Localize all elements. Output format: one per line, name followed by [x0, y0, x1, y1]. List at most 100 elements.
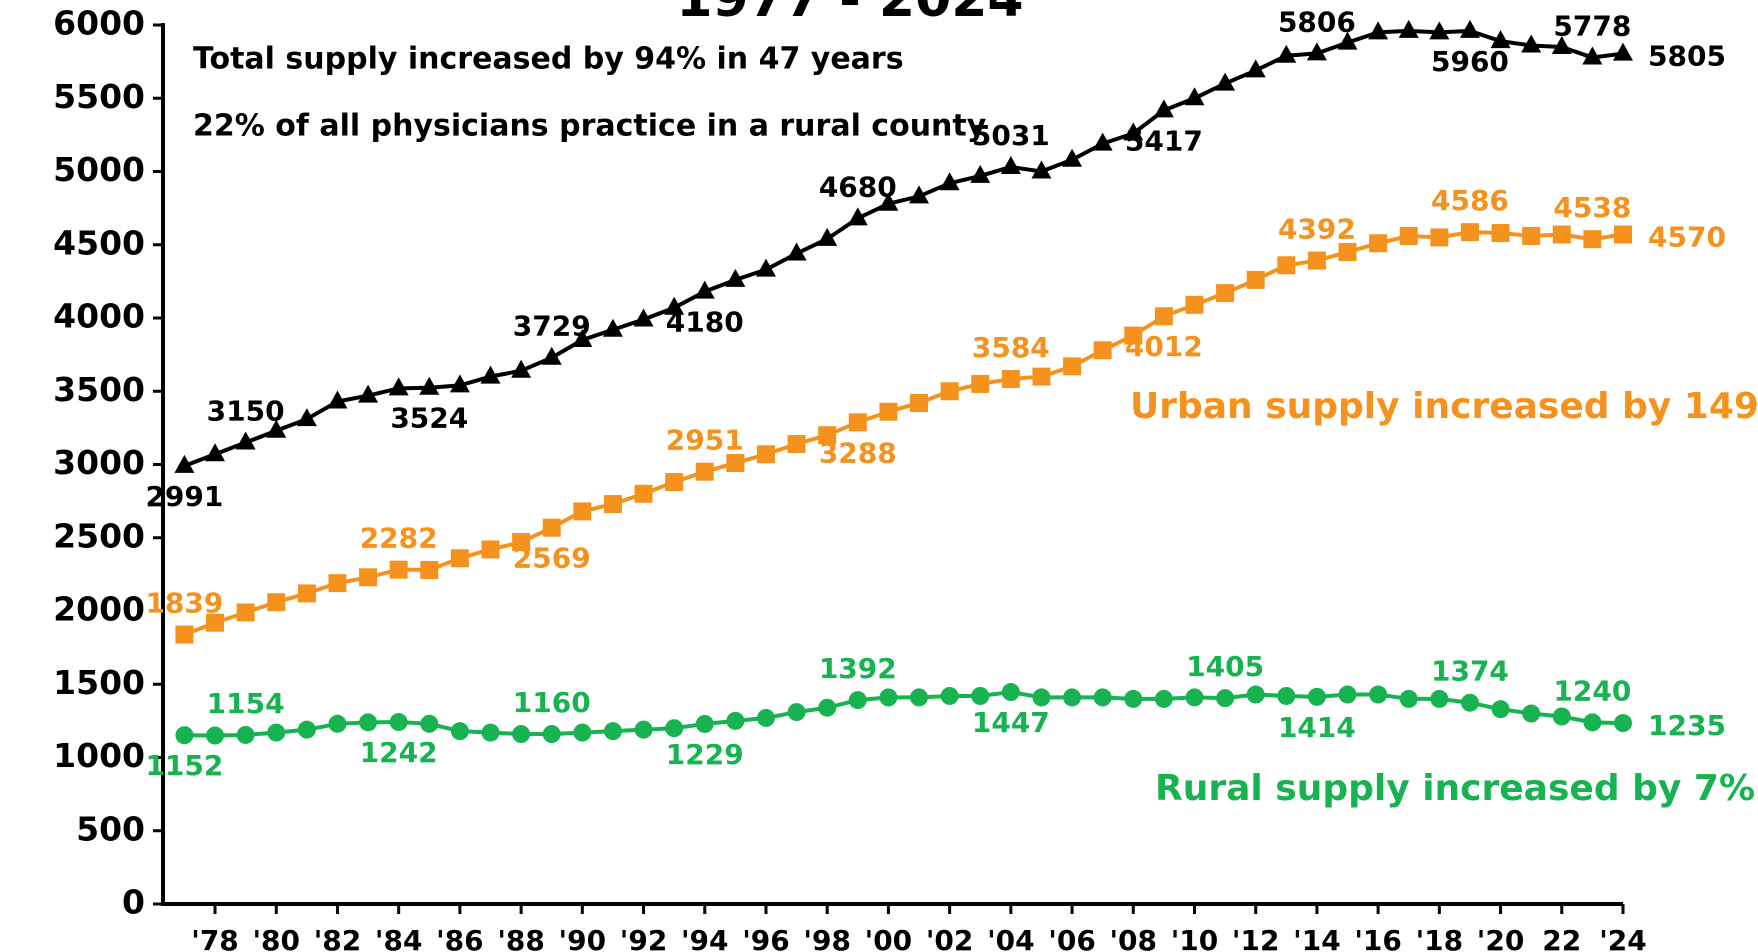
x-tick-label: '20 — [1477, 924, 1525, 952]
x-tick-label: 22 — [1542, 924, 1581, 952]
marker — [879, 688, 898, 707]
marker — [1522, 704, 1541, 723]
x-tick-label: '82 — [314, 924, 362, 952]
marker — [388, 377, 409, 396]
marker — [755, 258, 776, 277]
marker — [603, 495, 622, 514]
marker — [297, 720, 316, 739]
marker — [266, 419, 287, 438]
marker — [786, 242, 807, 261]
marker — [726, 711, 745, 730]
marker — [1460, 693, 1479, 712]
marker — [1307, 251, 1326, 270]
y-tick-label: 1000 — [53, 736, 145, 775]
data-label: 2991 — [145, 480, 223, 513]
y-tick-label: 3000 — [53, 443, 145, 482]
x-tick-label: '88 — [497, 924, 545, 952]
marker — [297, 584, 316, 603]
marker — [327, 390, 348, 409]
marker — [1491, 700, 1510, 719]
data-label: 3288 — [819, 436, 897, 469]
marker — [1551, 35, 1572, 54]
annotation: Total supply increased by 94% in 47 year… — [193, 42, 904, 77]
marker — [236, 603, 255, 622]
marker — [1491, 224, 1510, 243]
data-label: 5031 — [972, 119, 1050, 152]
marker — [1399, 226, 1418, 245]
data-label: 3584 — [972, 331, 1050, 364]
marker — [1277, 256, 1296, 275]
marker — [665, 719, 684, 738]
marker — [1430, 228, 1449, 247]
marker — [236, 725, 255, 744]
x-tick-label: '96 — [742, 924, 790, 952]
data-label: 1374 — [1431, 655, 1509, 688]
marker — [1032, 367, 1051, 386]
x-tick-label: '90 — [559, 924, 607, 952]
marker — [1185, 688, 1204, 707]
marker — [939, 172, 960, 191]
marker — [1429, 21, 1450, 40]
marker — [1093, 341, 1112, 360]
x-tick-label: '98 — [803, 924, 851, 952]
marker — [511, 359, 532, 378]
data-label: 4586 — [1431, 184, 1509, 217]
marker — [267, 593, 286, 612]
marker — [1246, 685, 1265, 704]
marker — [787, 703, 806, 722]
marker — [633, 308, 654, 327]
data-label: 5960 — [1431, 45, 1509, 78]
data-label: 1235 — [1648, 709, 1726, 742]
data-label: 1414 — [1278, 711, 1356, 744]
x-tick-label: '14 — [1293, 924, 1341, 952]
marker — [328, 574, 347, 593]
marker — [1124, 689, 1143, 708]
x-tick-label: '08 — [1109, 924, 1157, 952]
marker — [235, 431, 256, 450]
marker — [1093, 688, 1112, 707]
marker — [756, 445, 775, 464]
x-tick-label: '00 — [865, 924, 913, 952]
annotation: Urban supply increased by 149% — [1130, 386, 1758, 427]
marker — [1215, 72, 1236, 91]
marker — [1307, 687, 1326, 706]
marker — [512, 725, 531, 744]
marker — [481, 723, 500, 742]
y-tick-label: 4500 — [53, 223, 145, 262]
marker — [971, 686, 990, 705]
marker — [909, 185, 930, 204]
x-tick-label: '12 — [1232, 924, 1280, 952]
marker — [1369, 685, 1388, 704]
marker — [175, 625, 194, 644]
marker — [602, 318, 623, 337]
data-label: 1160 — [513, 686, 591, 719]
marker — [664, 296, 685, 315]
data-label: 5805 — [1648, 40, 1726, 73]
marker — [1521, 34, 1542, 53]
marker — [694, 280, 715, 299]
marker — [1522, 226, 1541, 245]
marker — [450, 722, 469, 741]
marker — [542, 518, 561, 537]
marker — [1277, 686, 1296, 705]
marker — [1154, 307, 1173, 326]
x-tick-label: '02 — [926, 924, 974, 952]
marker — [205, 443, 226, 462]
data-label: 4392 — [1278, 213, 1356, 246]
marker — [818, 698, 837, 717]
y-tick-label: 3500 — [53, 370, 145, 409]
marker — [1337, 31, 1358, 50]
marker — [756, 708, 775, 727]
y-tick-label: 2000 — [53, 590, 145, 629]
marker — [634, 720, 653, 739]
data-label: 1152 — [145, 749, 223, 782]
marker — [1184, 87, 1205, 106]
marker — [572, 328, 593, 347]
marker — [1583, 713, 1602, 732]
data-label: 1240 — [1553, 674, 1631, 707]
marker — [358, 384, 379, 403]
y-tick-label: 1500 — [53, 663, 145, 702]
marker — [695, 462, 714, 481]
data-label: 2569 — [513, 542, 591, 575]
